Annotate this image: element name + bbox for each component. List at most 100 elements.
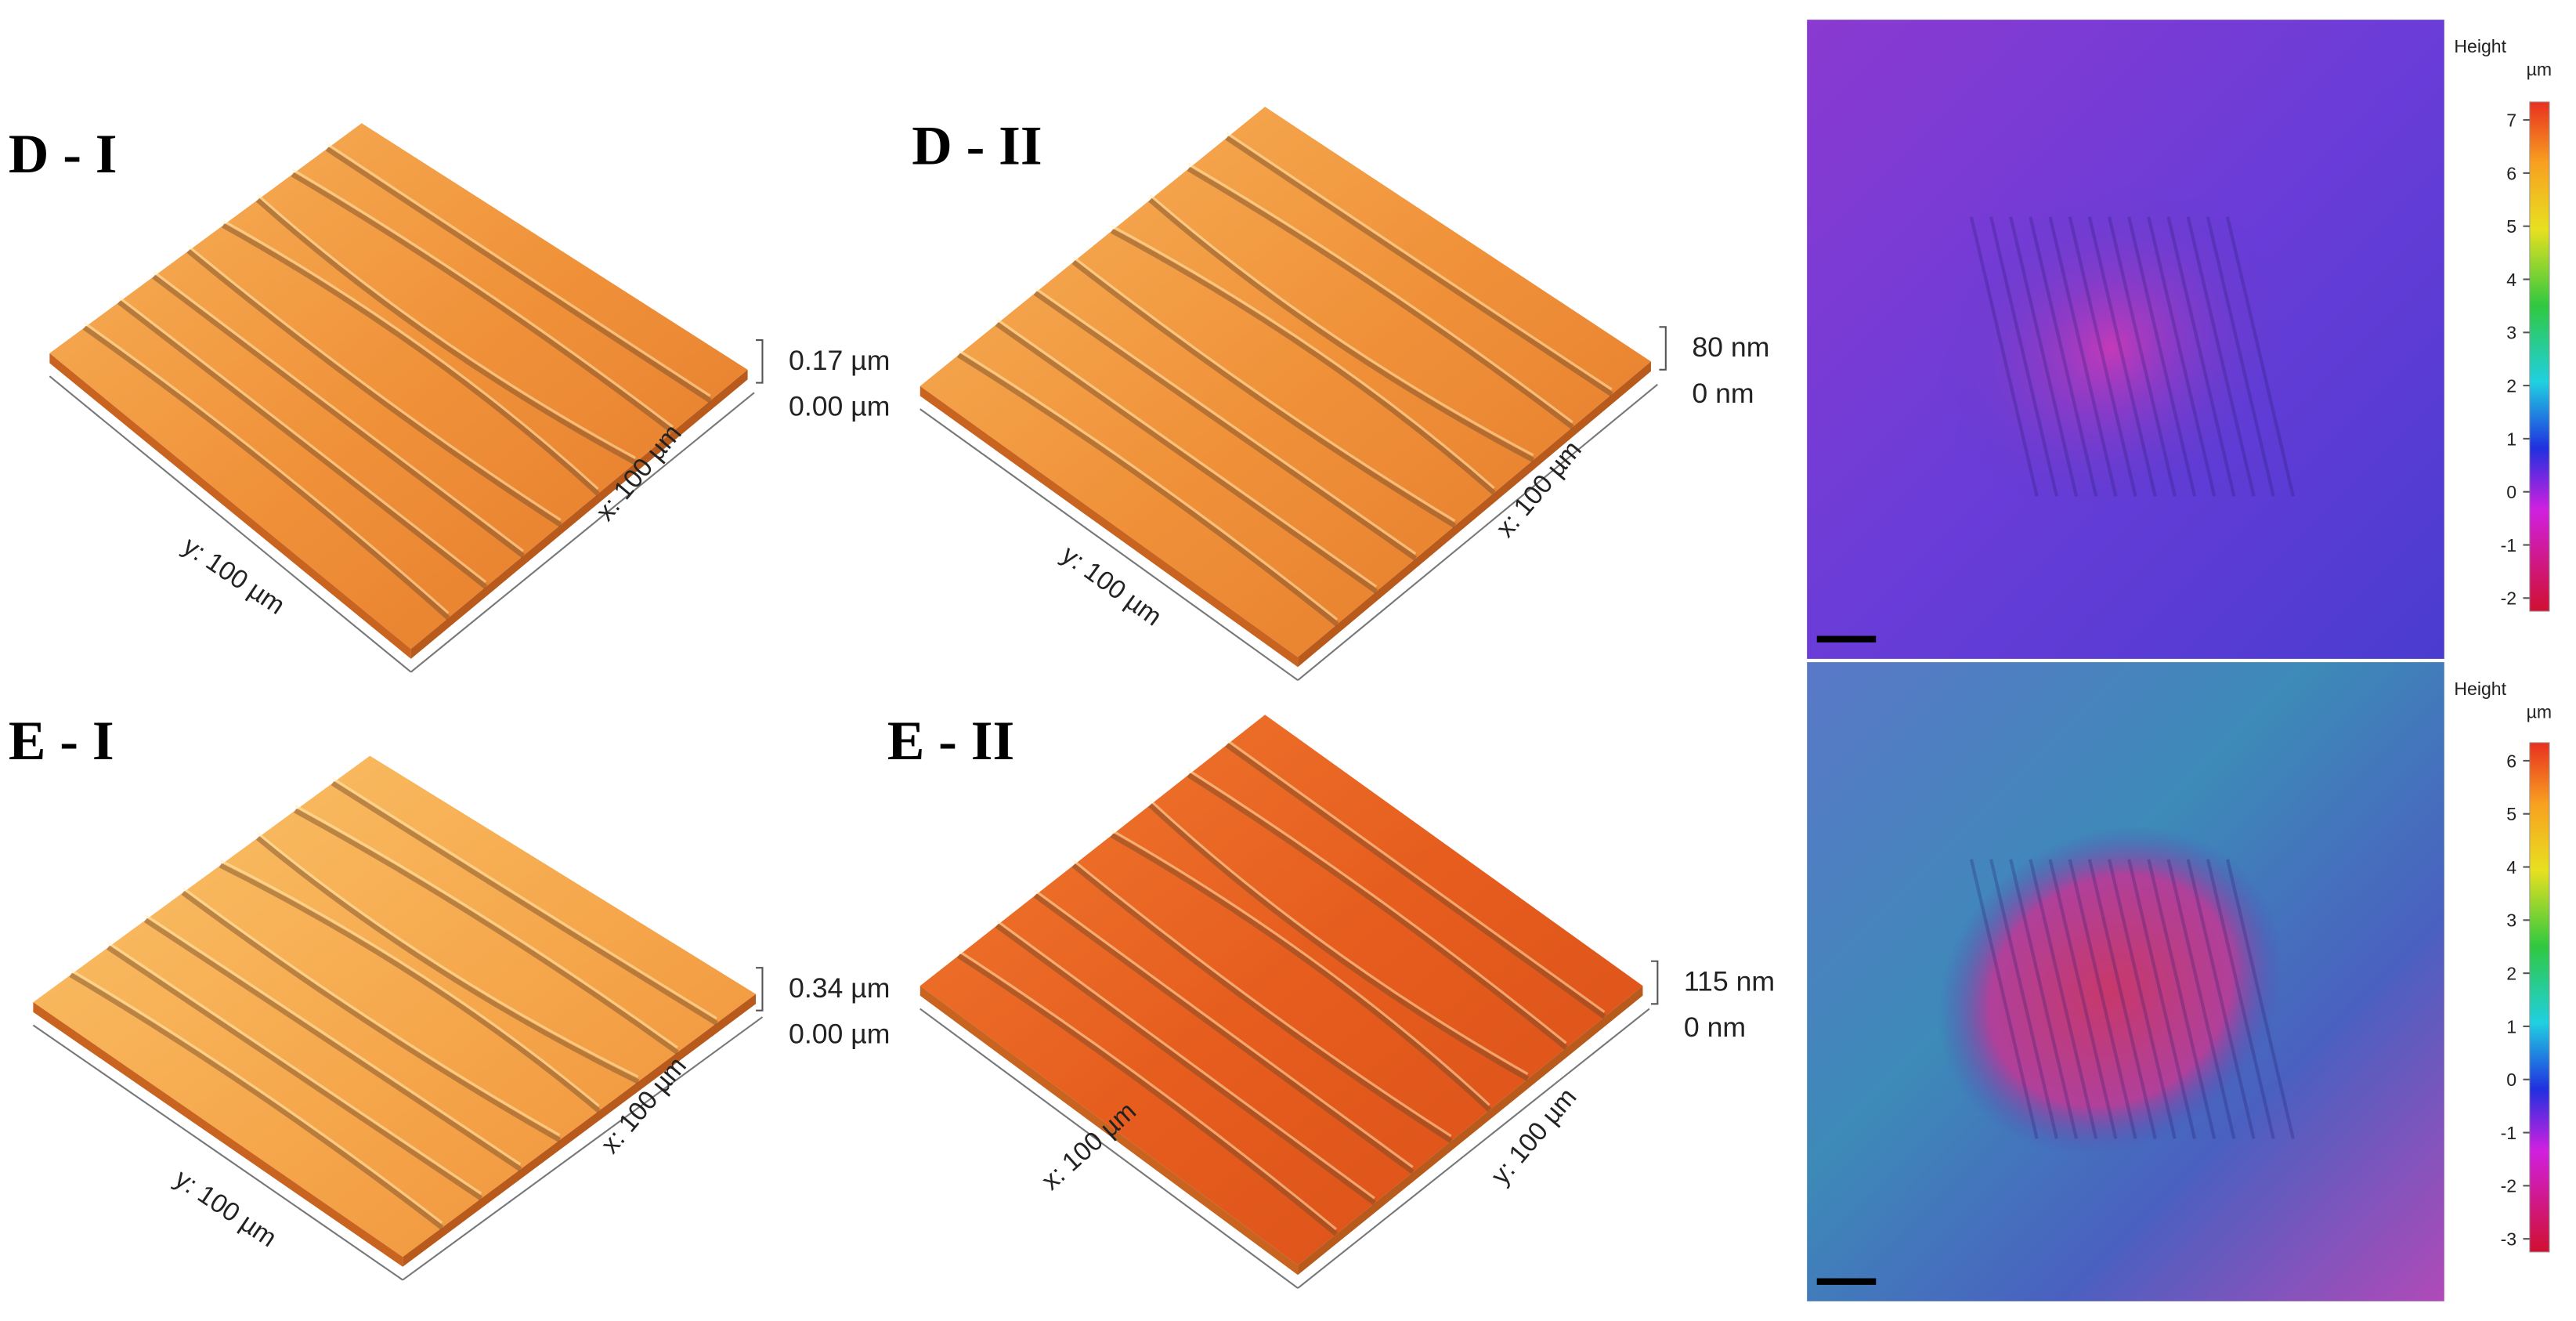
ridge-highlight	[995, 318, 1378, 588]
panel-label: D - I	[9, 123, 117, 185]
ridge	[1225, 743, 1606, 1019]
ridge	[107, 945, 483, 1201]
ridge-highlight	[1034, 287, 1417, 555]
surface	[919, 107, 1651, 657]
ridge	[325, 147, 712, 404]
ridge	[1187, 773, 1568, 1050]
surface	[49, 123, 748, 650]
ridge	[1148, 197, 1535, 462]
axis-line	[919, 408, 1299, 682]
wear-track	[1938, 183, 2284, 513]
scratch	[2068, 859, 2137, 1139]
scratch	[1969, 859, 2039, 1139]
z-min-label: 0 nm	[1692, 378, 1754, 409]
scratch	[2107, 216, 2177, 497]
ridge	[152, 274, 525, 559]
scratch	[2225, 859, 2295, 1139]
colorbar	[2529, 101, 2550, 612]
ridge-highlight	[1149, 194, 1534, 457]
scale-bar	[1816, 635, 1877, 642]
ridge	[1110, 833, 1491, 1112]
ridge-highlight	[1034, 889, 1414, 1168]
ridge	[1071, 259, 1457, 528]
colorbar-tick-label: 2	[2506, 375, 2516, 396]
axis-line	[32, 1024, 403, 1281]
ridge-highlight	[107, 941, 482, 1195]
colorbar-tick-label: 1	[2506, 1016, 2516, 1037]
scratch	[2048, 216, 2118, 497]
colorbar-unit: µm	[2527, 701, 2552, 722]
afm-surface	[33, 755, 757, 1267]
axis-line	[402, 1016, 764, 1281]
scratch	[2029, 859, 2098, 1139]
ridge	[181, 890, 562, 1142]
ridge	[294, 808, 679, 1055]
ridge-highlight	[995, 919, 1375, 1200]
ridge-highlight	[1149, 799, 1529, 1076]
surface	[919, 715, 1643, 1265]
ridge-highlight	[222, 219, 599, 490]
colorbar-tick-label: 0	[2506, 482, 2516, 502]
ridge	[255, 836, 640, 1084]
surface-edge	[33, 1002, 403, 1267]
scratch	[2206, 859, 2275, 1139]
surface-edge	[410, 369, 748, 659]
z-max-label: 80 nm	[1692, 331, 1769, 363]
ridge-highlight	[187, 244, 562, 521]
ridge	[186, 248, 562, 527]
z-min-label: 0.00 µm	[789, 1019, 890, 1050]
ridge	[255, 197, 637, 465]
ridge	[956, 954, 1339, 1236]
colorbar-tick-label: 1	[2506, 429, 2516, 449]
ridge	[331, 780, 718, 1026]
z-min-label: 0.00 µm	[789, 391, 890, 422]
z-bracket	[1650, 960, 1659, 1005]
colorbar-tick-label: 6	[2506, 163, 2516, 183]
colorbar-tick-label: 2	[2506, 964, 2516, 984]
axis-line	[919, 1008, 1299, 1289]
height-map	[1807, 662, 2444, 1301]
scratch	[2166, 859, 2236, 1139]
ridge	[995, 923, 1376, 1206]
colorbar-title: Height	[2454, 679, 2506, 699]
scratch	[2068, 216, 2137, 497]
colorbar-title: Height	[2454, 36, 2506, 56]
ridge-highlight	[1111, 225, 1495, 489]
ridge	[1033, 893, 1414, 1174]
ridge-highlight	[1226, 132, 1613, 391]
scratch	[2147, 216, 2217, 497]
z-bracket	[1659, 326, 1667, 371]
colorbar-unit: µm	[2527, 59, 2552, 79]
surface-edge	[49, 353, 411, 659]
scratch	[2127, 216, 2197, 497]
ridge	[69, 972, 444, 1230]
colorbar-tick-label: -3	[2501, 1229, 2517, 1250]
surface-edge	[403, 993, 757, 1267]
surface-edge	[919, 385, 1299, 668]
ridge-highlight	[70, 968, 443, 1224]
ridge	[995, 322, 1378, 594]
ridge-highlight	[1072, 859, 1452, 1138]
panel-label: E - II	[887, 710, 1014, 772]
surface-edge	[1298, 986, 1643, 1276]
ridge	[219, 863, 601, 1113]
z-bracket	[756, 967, 764, 1012]
z-min-label: 0 nm	[1684, 1012, 1746, 1043]
axis-line	[49, 375, 412, 673]
ridge	[291, 172, 674, 434]
scratch	[2087, 216, 2157, 497]
scratch	[2029, 216, 2098, 497]
ridge	[957, 353, 1339, 627]
scale-bar	[1816, 1278, 1877, 1285]
ridge-highlight	[117, 296, 487, 584]
ridge-highlight	[1072, 255, 1456, 523]
panel-label: D - II	[912, 115, 1042, 177]
surface-edge	[1298, 361, 1651, 668]
colorbar-tick-label: 6	[2506, 751, 2516, 771]
ridge-highlight	[1187, 769, 1567, 1044]
colorbar-tick-label: 4	[2506, 857, 2516, 878]
colorbar-tick-label: 7	[2506, 110, 2516, 130]
z-max-label: 0.17 µm	[789, 345, 890, 376]
scratch	[2206, 216, 2275, 497]
scratch	[2186, 216, 2256, 497]
